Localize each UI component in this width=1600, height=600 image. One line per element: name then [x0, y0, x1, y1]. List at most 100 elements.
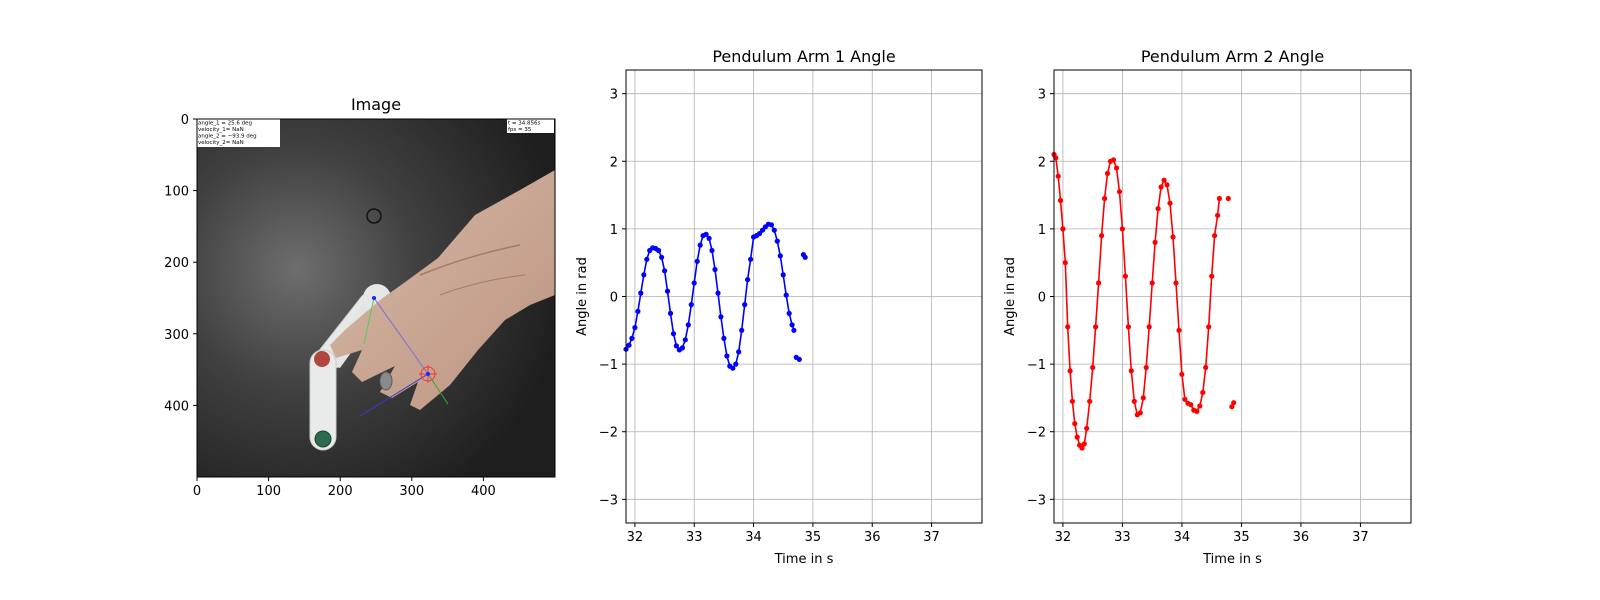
data-point	[691, 280, 697, 286]
data-point	[739, 327, 745, 333]
data-point	[1065, 324, 1071, 330]
data-point	[1194, 408, 1200, 414]
data-point	[1188, 402, 1194, 408]
overlay-info-left: angle_1 = 25.6 deg velocity_1= NaN angle…	[197, 119, 280, 147]
y-tick-label: 0	[181, 113, 189, 128]
data-point	[673, 343, 680, 349]
data-point	[730, 365, 736, 371]
y-tick-label: −3	[1027, 493, 1046, 508]
data-point	[733, 361, 739, 367]
x-tick-label: 36	[864, 530, 881, 545]
data-point	[736, 349, 742, 355]
y-tick-label: 3	[1038, 88, 1046, 103]
data-point	[694, 258, 700, 264]
data-point	[1074, 434, 1080, 440]
y-tick-label: 2	[1038, 155, 1046, 170]
data-point	[789, 322, 795, 328]
y-tick-label: −2	[599, 426, 618, 441]
data-point	[780, 272, 786, 278]
data-point	[659, 254, 665, 260]
chart-title: Pendulum Arm 1 Angle	[712, 47, 895, 66]
data-point	[742, 302, 748, 308]
y-axis-label: Angle in rad	[575, 257, 590, 336]
data-point	[1149, 280, 1155, 286]
data-point	[1131, 398, 1137, 404]
data-point	[1119, 226, 1125, 232]
data-point	[1090, 364, 1096, 371]
x-tick-label: 300	[399, 484, 424, 499]
overlay-line: angle_2 = −93.9 deg	[198, 134, 257, 140]
y-tick-label: −1	[599, 358, 618, 373]
y-tick-label: −2	[1027, 426, 1046, 441]
data-point	[1152, 239, 1158, 245]
x-tick-label: 32	[1055, 530, 1072, 545]
data-point	[721, 335, 727, 341]
data-point	[670, 331, 677, 337]
y-tick-label: 0	[610, 291, 618, 306]
x-tick-label: 36	[1293, 530, 1310, 545]
data-point	[1167, 200, 1173, 206]
x-tick-label: 400	[471, 484, 496, 499]
data-point	[1173, 280, 1179, 286]
y-tick-label: 2	[610, 155, 618, 170]
overlay-line: velocity_2= NaN	[198, 140, 244, 146]
data-point	[703, 231, 709, 237]
data-point	[774, 238, 780, 244]
data-point	[791, 327, 797, 333]
data-point	[1158, 184, 1164, 190]
data-point	[1182, 396, 1188, 402]
y-tick-label: 1	[610, 223, 618, 238]
data-point	[724, 353, 730, 359]
y-tick-label: 300	[164, 328, 189, 343]
data-point	[771, 227, 777, 233]
hand	[330, 170, 555, 410]
data-point	[756, 231, 763, 237]
image-title: Image	[351, 95, 401, 114]
data-point	[709, 247, 715, 254]
data-point	[1225, 195, 1231, 202]
data-point	[685, 322, 691, 328]
data-point	[1084, 425, 1090, 431]
data-point	[1099, 233, 1105, 239]
y-tick-label: −1	[1027, 358, 1046, 373]
x-tick-label: 0	[193, 484, 201, 499]
plot-frame	[1053, 69, 1412, 524]
data-point	[1128, 368, 1134, 374]
data-point	[629, 335, 635, 341]
data-point	[706, 235, 712, 241]
data-point	[1055, 173, 1061, 179]
ring	[379, 371, 393, 391]
data-point	[1113, 165, 1120, 171]
arm1-angle-chart: 32 33 34 35 36 37 −3 −2 −1 0 1 2 3 Pendulum Arm 1 Ang…	[575, 47, 983, 567]
data-point	[1155, 206, 1161, 212]
data-point	[712, 266, 718, 273]
plot-frame	[625, 69, 983, 524]
data-point	[1102, 195, 1108, 202]
x-tick-label: 32	[627, 530, 644, 545]
data-point	[1057, 197, 1064, 204]
chart-title: Pendulum Arm 2 Angle	[1141, 47, 1324, 66]
x-tick-label: 200	[328, 484, 353, 499]
data-point	[1140, 395, 1146, 401]
image-axes: 0 100 200 300 400 0 100 200 300 400	[164, 113, 496, 499]
data-point	[688, 302, 694, 308]
data-point	[664, 288, 671, 294]
tracking-marker	[419, 365, 437, 383]
data-point	[1062, 260, 1068, 266]
data-point	[1209, 273, 1215, 279]
pivot-marker	[366, 208, 382, 224]
y-tick-label: 1	[1038, 223, 1046, 238]
data-point	[1179, 371, 1185, 377]
overlay-info-right: t = 34.856s fps = 35	[507, 119, 554, 133]
data-point	[796, 356, 802, 362]
data-point	[635, 308, 641, 314]
x-tick-label: 35	[1233, 530, 1250, 545]
data-point	[768, 222, 775, 228]
data-point	[1200, 389, 1206, 396]
data-point	[1231, 400, 1237, 406]
x-tick-label: 33	[1114, 530, 1131, 545]
green-marker	[314, 430, 332, 448]
y-tick-label: 400	[164, 399, 189, 414]
y-axis-label: Angle in rad	[1003, 257, 1018, 336]
